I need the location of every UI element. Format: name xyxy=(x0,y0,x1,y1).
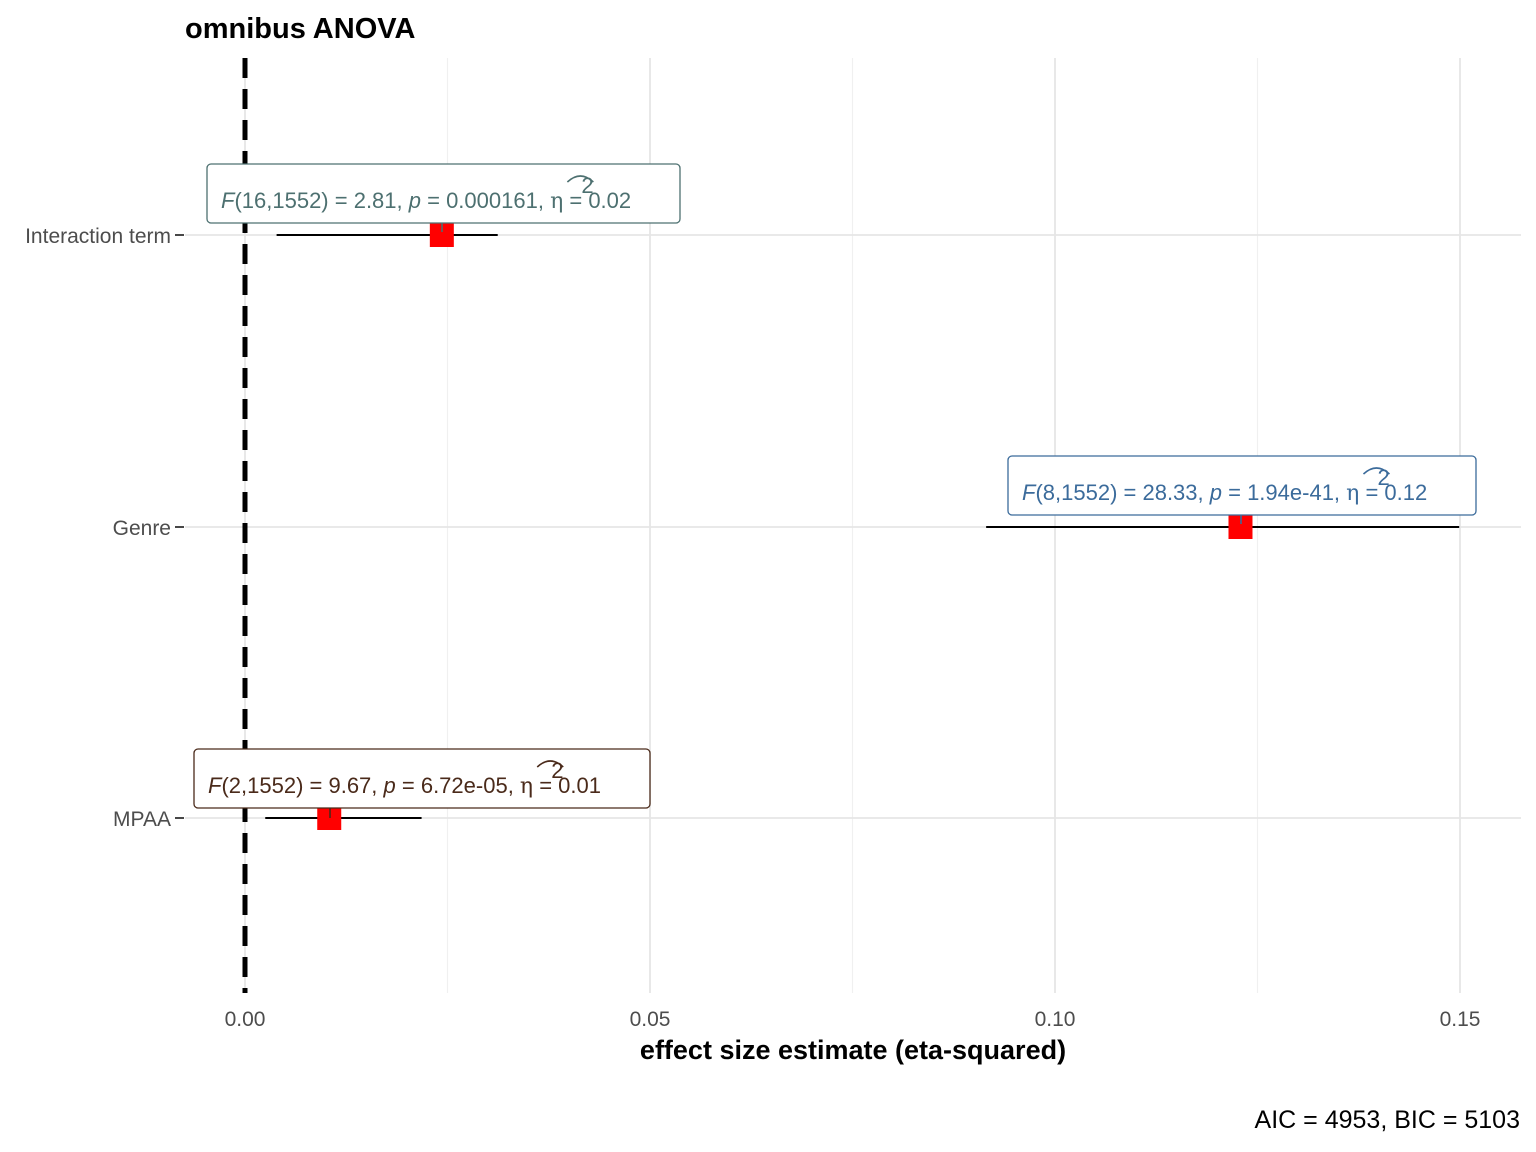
label-box xyxy=(193,748,651,809)
y-tick-label: MPAA xyxy=(113,808,171,831)
label-box xyxy=(206,163,681,224)
label-text: F(2,1552) = 9.67, p = 6.72e-05, η = 0.01 xyxy=(208,773,601,799)
label-text: F(16,1552) = 2.81, p = 0.000161, η = 0.0… xyxy=(221,188,631,214)
y-axis: Interaction term Genre MPAA xyxy=(25,225,184,831)
x-tick-label: 0.15 xyxy=(1440,1008,1481,1031)
y-tick-label: Interaction term xyxy=(25,225,171,248)
label-hat xyxy=(566,175,594,183)
label-box xyxy=(1007,455,1477,516)
label-hat xyxy=(1362,467,1391,475)
x-tick-label: 0.10 xyxy=(1035,1008,1076,1031)
y-tick-label: Genre xyxy=(113,517,171,540)
x-tick-label: 0.05 xyxy=(630,1008,671,1031)
stat-label: F(16,1552) = 2.81, p = 0.000161, η = 0.0… xyxy=(206,163,681,232)
x-axis-label: effect size estimate (eta-squared) xyxy=(640,1035,1066,1065)
stat-label: F(2,1552) = 9.67, p = 6.72e-05, η = 0.01… xyxy=(193,748,651,818)
x-tick-label: 0.00 xyxy=(225,1008,266,1031)
marks xyxy=(265,223,1460,830)
label-text: F(8,1552) = 28.33, p = 1.94e-41, η = 0.1… xyxy=(1022,480,1427,506)
label-hat xyxy=(536,760,564,768)
caption: AIC = 4953, BIC = 5103 xyxy=(1255,1106,1520,1134)
x-axis: 0.00 0.05 0.10 0.15 xyxy=(225,1008,1481,1031)
stat-labels: F(16,1552) = 2.81, p = 0.000161, η = 0.0… xyxy=(193,163,1477,818)
stat-label: F(8,1552) = 28.33, p = 1.94e-41, η = 0.1… xyxy=(1007,455,1477,524)
chart-title: omnibus ANOVA xyxy=(185,13,415,45)
